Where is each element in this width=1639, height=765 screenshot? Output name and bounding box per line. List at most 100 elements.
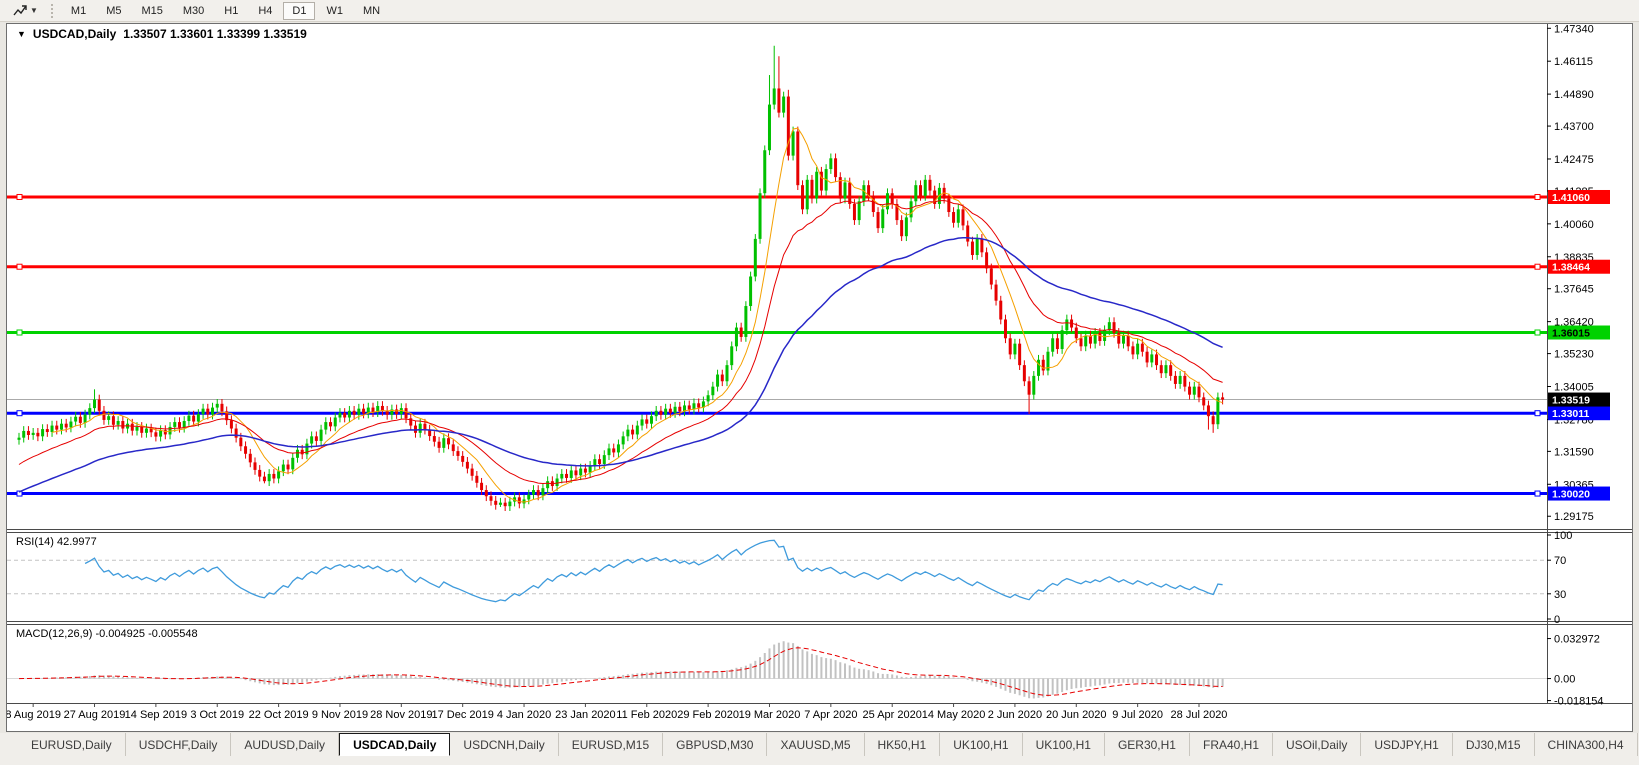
macd-signal-line — [18, 647, 1223, 696]
timeframe-button-D1[interactable]: D1 — [283, 1, 316, 20]
svg-text:1.29175: 1.29175 — [1554, 511, 1594, 523]
svg-text:1.43700: 1.43700 — [1554, 121, 1594, 133]
chart-tab-EURUSD-Daily[interactable]: EURUSD,Daily — [18, 733, 126, 756]
chart-tab-EURUSD-M15[interactable]: EURUSD,M15 — [559, 733, 664, 756]
hline-handle[interactable] — [16, 329, 23, 336]
svg-text:4 Jan 2020: 4 Jan 2020 — [497, 709, 551, 721]
svg-text:17 Dec 2019: 17 Dec 2019 — [431, 709, 493, 721]
timeframe-button-M1[interactable]: M1 — [70, 4, 87, 17]
svg-text:11 Feb 2020: 11 Feb 2020 — [616, 709, 677, 721]
hline-handle[interactable] — [1534, 410, 1541, 417]
chart-tab-USDCHF-Daily[interactable]: USDCHF,Daily — [126, 733, 232, 756]
svg-text:1.47340: 1.47340 — [1554, 24, 1594, 35]
svg-text:3 Oct 2019: 3 Oct 2019 — [190, 709, 244, 721]
svg-text:1.44890: 1.44890 — [1554, 89, 1594, 101]
chart-tab-AUDUSD-Daily[interactable]: AUDUSD,Daily — [231, 733, 340, 756]
moving-average-21 — [18, 199, 1223, 485]
svg-text:30: 30 — [1554, 589, 1566, 601]
timeframe-button-W1[interactable]: W1 — [326, 4, 343, 17]
svg-text:25 Apr 2020: 25 Apr 2020 — [863, 709, 922, 721]
rsi-line — [84, 539, 1223, 603]
chart-tab-UK100-H1[interactable]: UK100,H1 — [940, 733, 1023, 756]
timeframe-button-M30[interactable]: M30 — [182, 4, 205, 17]
chart-tab-GER30-H1[interactable]: GER30,H1 — [1105, 733, 1190, 756]
chart-window: 1.473401.461151.448901.437001.424751.412… — [6, 23, 1633, 732]
timeframe-button-M5[interactable]: M5 — [106, 4, 122, 17]
timeframe-button-M15[interactable]: M15 — [141, 4, 163, 17]
svg-text:1.34005: 1.34005 — [1554, 381, 1594, 393]
svg-text:22 Oct 2019: 22 Oct 2019 — [249, 709, 309, 721]
horizontal-level-lines[interactable] — [7, 193, 1547, 497]
chart-tab-UK100-H1[interactable]: UK100,H1 — [1023, 733, 1105, 756]
hline-handle[interactable] — [1534, 193, 1541, 200]
timeframe-toolbar: M1 M5 M15 M30 H1 H4 D1 W1 MN — [61, 0, 390, 21]
hline-handle[interactable] — [16, 263, 23, 270]
svg-text:1.42475: 1.42475 — [1554, 154, 1594, 166]
svg-text:1.30020: 1.30020 — [1552, 489, 1590, 501]
chart-tab-HK50-H1[interactable]: HK50,H1 — [865, 733, 941, 756]
svg-text:28 Jul 2020: 28 Jul 2020 — [1171, 709, 1228, 721]
hline-handle[interactable] — [1534, 490, 1541, 497]
timeframe-button-H1[interactable]: H1 — [224, 4, 239, 17]
timeframe-button-MN[interactable]: MN — [362, 4, 381, 17]
svg-text:1.33011: 1.33011 — [1552, 408, 1590, 420]
svg-text:100: 100 — [1554, 530, 1572, 542]
svg-text:29 Feb 2020: 29 Feb 2020 — [677, 709, 739, 721]
svg-text:28 Nov 2019: 28 Nov 2019 — [370, 709, 432, 721]
dropdown-caret-icon: ▼ — [30, 6, 38, 15]
hline-handle[interactable] — [16, 193, 23, 200]
hline-handle[interactable] — [1534, 329, 1541, 336]
svg-text:1.38464: 1.38464 — [1552, 262, 1590, 274]
svg-text:1.46115: 1.46115 — [1554, 56, 1593, 68]
svg-text:14 May 2020: 14 May 2020 — [922, 709, 986, 721]
macd-pane: 0.032972 0.00 -0.018154 — [7, 634, 1604, 708]
chart-cursor-icon — [13, 4, 27, 17]
chart-tab-DJ30-M15[interactable]: DJ30,M15 — [1453, 733, 1535, 756]
price-tags: 1.41060 1.38464 1.36015 1.33011 1.30020 1.335… — [1548, 189, 1610, 501]
svg-text:1.35230: 1.35230 — [1554, 349, 1594, 361]
time-axis-zone[interactable] — [7, 703, 1547, 731]
chart-tabs-bar: EURUSD,Daily USDCHF,Daily AUDUSD,Daily USDC… — [0, 733, 1639, 765]
svg-text:9 Jul 2020: 9 Jul 2020 — [1112, 709, 1163, 721]
svg-text:1.36015: 1.36015 — [1552, 328, 1590, 340]
price-axis[interactable] — [1547, 24, 1632, 703]
chart-tab-GBPUSD-M30[interactable]: GBPUSD,M30 — [663, 733, 768, 756]
svg-text:27 Aug 2019: 27 Aug 2019 — [64, 709, 126, 721]
rsi-pane: 100 70 30 0 — [7, 530, 1572, 626]
svg-text:2 Jun 2020: 2 Jun 2020 — [988, 709, 1042, 721]
chart-tab-FRA40-H1[interactable]: FRA40,H1 — [1190, 733, 1274, 756]
hline-handle[interactable] — [16, 410, 23, 417]
chart-tab-USDCAD-Daily[interactable]: USDCAD,Daily — [339, 733, 451, 756]
svg-text:1.37645: 1.37645 — [1554, 284, 1594, 296]
svg-text:20 Jun 2020: 20 Jun 2020 — [1046, 709, 1107, 721]
svg-text:1.40060: 1.40060 — [1554, 219, 1594, 231]
svg-text:9 Nov 2019: 9 Nov 2019 — [312, 709, 368, 721]
top-toolbar: ▼ M1 M5 M15 M30 H1 H4 D1 W1 MN — [0, 0, 1639, 22]
svg-text:23 Jan 2020: 23 Jan 2020 — [555, 709, 616, 721]
moving-average-55 — [18, 236, 1223, 493]
chart-tab-USOil-Daily[interactable]: USOil,Daily — [1273, 733, 1362, 756]
chart-tab-USDJPY-H1[interactable]: USDJPY,H1 — [1361, 733, 1453, 756]
svg-text:1.33519: 1.33519 — [1552, 395, 1590, 407]
svg-text:0.032972: 0.032972 — [1554, 634, 1600, 646]
svg-text:1.41060: 1.41060 — [1552, 192, 1590, 204]
chart-tab-CHINA300-H4[interactable]: CHINA300,H4 — [1535, 733, 1638, 756]
chart-tab-USDCNH-Daily[interactable]: USDCNH,Daily — [450, 733, 559, 756]
svg-text:19 Mar 2020: 19 Mar 2020 — [739, 709, 801, 721]
svg-text:-0.018154: -0.018154 — [1554, 696, 1604, 708]
chart-tabs: EURUSD,Daily USDCHF,Daily AUDUSD,Daily USDC… — [18, 733, 1639, 756]
timeframe-button-H4[interactable]: H4 — [258, 4, 273, 17]
svg-text:8 Aug 2019: 8 Aug 2019 — [7, 709, 61, 721]
svg-text:0: 0 — [1554, 614, 1560, 626]
chart-canvas[interactable]: 1.473401.461151.448901.437001.424751.412… — [7, 24, 1632, 731]
hline-handle[interactable] — [1534, 263, 1541, 270]
svg-text:70: 70 — [1554, 555, 1566, 567]
svg-text:1.31590: 1.31590 — [1554, 446, 1594, 458]
candles-layer — [17, 45, 1225, 512]
chart-tab-XAUUSD-M5[interactable]: XAUUSD,M5 — [767, 733, 865, 756]
time-axis[interactable]: 8 Aug 201927 Aug 201914 Sep 20193 Oct 20… — [7, 703, 1227, 721]
toolbar-grip[interactable] — [50, 3, 53, 18]
cursor-tool-button[interactable]: ▼ — [10, 4, 41, 18]
svg-text:7 Apr 2020: 7 Apr 2020 — [804, 709, 857, 721]
svg-text:14 Sep 2019: 14 Sep 2019 — [125, 709, 187, 721]
